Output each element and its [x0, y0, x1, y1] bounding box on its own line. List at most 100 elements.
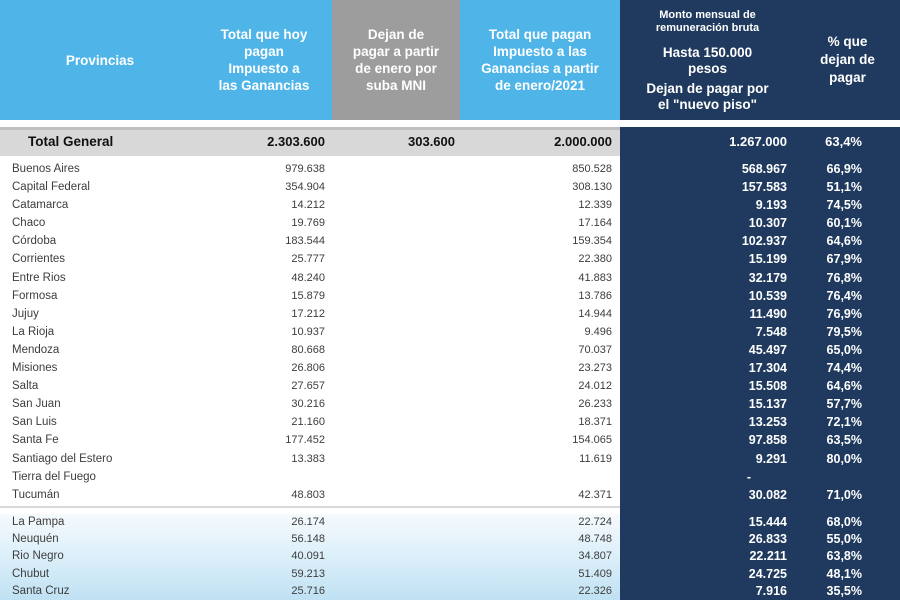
cell-monto: 7.548: [755, 324, 787, 339]
cell-dejan-mni: [330, 287, 458, 305]
cell-total-2021: 22.724: [578, 516, 612, 528]
header-pct-dejan: % que dejan de pagar: [820, 34, 875, 85]
cell-monto: 24.725: [748, 566, 787, 581]
cell-total-hoy: 40.091: [291, 550, 325, 563]
table-row: Jujuy 17.212 14.944 11.490 76,9%: [0, 305, 900, 323]
cell-total-hoy: 10.937: [291, 325, 325, 338]
cell-monto: 9.291: [755, 451, 787, 466]
cell-dejan-mni: [330, 395, 458, 413]
cell-total-hoy: 354.904: [285, 181, 325, 194]
table-row: La Pampa 26.174 22.724 15.444 68,0%: [0, 514, 900, 531]
table-row: Formosa 15.879 13.786 10.539 76,4%: [0, 287, 900, 305]
cell-pct: 64,6%: [826, 379, 862, 394]
cell-monto: -: [746, 469, 751, 484]
cell-monto: 22.211: [749, 549, 787, 564]
cell-pct: 64,6%: [826, 234, 862, 249]
cell-monto: 11.490: [749, 306, 787, 321]
cell-total-2021: 17.164: [578, 217, 612, 230]
cell-province: Buenos Aires: [12, 163, 80, 175]
cell-dejan-mni: [330, 431, 458, 449]
cell-province: Tierra del Fuego: [12, 470, 96, 483]
cell-province: Córdoba: [12, 235, 57, 248]
cell-province: Rio Negro: [12, 550, 64, 563]
cell-total-hoy: 2.303.600: [267, 134, 325, 149]
cell-total-hoy: 25.716: [291, 584, 325, 597]
header-gray-column-background: [332, 0, 460, 120]
cell-total-2021: 2.000.000: [554, 134, 612, 149]
cell-pct: 48,1%: [826, 566, 862, 581]
cell-dejan-mni: [330, 359, 458, 377]
cell-dejan-mni: [330, 269, 458, 287]
cell-total-hoy: 26.174: [291, 516, 325, 528]
header-total-2021: Total que pagan Impuesto a las Ganancias…: [481, 27, 599, 93]
table-row: Córdoba 183.544 159.354 102.937 64,6%: [0, 232, 900, 250]
cell-total-hoy: 25.777: [291, 253, 325, 266]
cell-total-hoy: 13.383: [291, 452, 325, 465]
table-row: Corrientes 25.777 22.380 15.199 67,9%: [0, 250, 900, 268]
table-row: Buenos Aires 979.638 850.528 568.967 66,9%: [0, 160, 900, 178]
table-row: Salta 27.657 24.012 15.508 64,6%: [0, 377, 900, 395]
cell-monto: 102.937: [741, 234, 787, 249]
cell-province: Formosa: [12, 289, 58, 302]
cell-total-2021: 34.807: [578, 550, 612, 563]
header-monto-dejan: Dejan de pagar por el "nuevo piso": [646, 81, 769, 112]
cell-province: Santa Cruz: [12, 584, 70, 597]
cell-total-2021: 13.786: [578, 289, 612, 302]
cell-monto: 15.137: [748, 397, 787, 412]
cell-pct: 66,9%: [826, 162, 862, 176]
cell-monto: 32.179: [748, 270, 787, 285]
cell-pct: 71,0%: [826, 487, 862, 502]
cell-dejan-mni: [330, 377, 458, 395]
cell-province: Neuquén: [12, 533, 59, 546]
cell-total-2021: 14.944: [578, 307, 612, 320]
cell-total-2021: 159.354: [572, 235, 612, 248]
cell-total-2021: 41.883: [578, 271, 612, 284]
table-row: San Luis 21.160 18.371 13.253 72,1%: [0, 413, 900, 431]
header-divider-band: [0, 120, 900, 127]
cell-pct: 79,5%: [826, 324, 862, 339]
cell-province: La Rioja: [12, 325, 55, 338]
cell-total-monto: 1.267.000: [729, 134, 787, 149]
cell-dejan-mni: [330, 531, 458, 548]
cell-monto: 568.967: [741, 162, 787, 176]
cell-total-2021: 24.012: [578, 380, 612, 393]
cell-province: Mendoza: [12, 343, 60, 356]
cell-total-2021: 308.130: [572, 181, 612, 194]
cell-dejan-mni: [330, 160, 458, 178]
cell-dejan-mni: [330, 413, 458, 431]
cell-monto: 17.304: [748, 361, 787, 376]
cell-monto: 30.082: [748, 487, 787, 502]
cell-total-hoy: 979.638: [285, 163, 325, 175]
cell-total-2021: 11.619: [579, 452, 612, 465]
cell-dejan-mni: [330, 514, 458, 531]
cell-total-2021: 23.273: [578, 362, 612, 375]
table-row: Rio Negro 40.091 34.807 22.211 63,8%: [0, 548, 900, 565]
cell-monto: 9.193: [755, 198, 787, 213]
cell-province: Chaco: [12, 217, 46, 230]
cell-province: Entre Rios: [12, 271, 66, 284]
cell-total-hoy: 14.212: [291, 199, 325, 212]
table-row: Tucumán 48.803 42.371 30.082 71,0%: [0, 486, 900, 504]
cell-dejan-mni: [330, 468, 458, 486]
cell-pct: 35,5%: [826, 583, 862, 598]
cell-dejan-mni: [330, 214, 458, 232]
cell-pct: [795, 468, 900, 486]
cell-dejan-mni: [330, 450, 458, 468]
cell-province: Catamarca: [12, 199, 69, 212]
cell-total-hoy: 56.148: [291, 533, 325, 546]
cell-pct: 60,1%: [826, 216, 862, 231]
cell-total-2021: 42.371: [578, 488, 612, 501]
table-row: Santiago del Estero 13.383 11.619 9.291 80,0…: [0, 450, 900, 468]
table-row: Misiones 26.806 23.273 17.304 74,4%: [0, 359, 900, 377]
cell-monto: 45.497: [748, 342, 787, 357]
cell-monto: 15.444: [748, 515, 787, 529]
table-row: Santa Cruz 25.716 22.326 7.916 35,5%: [0, 583, 900, 600]
cell-total-2021: [458, 468, 620, 486]
cell-total-hoy: 21.160: [291, 416, 325, 429]
cell-total-hoy: 15.879: [291, 289, 325, 302]
cell-province: Jujuy: [12, 307, 39, 320]
cell-dejan-mni: [330, 232, 458, 250]
cell-dejan-mni: [330, 548, 458, 565]
cell-monto: 15.199: [748, 252, 787, 267]
